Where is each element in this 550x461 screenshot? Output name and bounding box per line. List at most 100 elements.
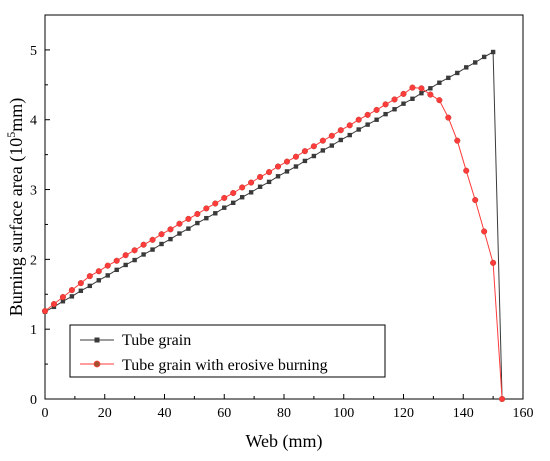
series-0-point (410, 96, 415, 101)
series-1-point (257, 173, 264, 181)
series-0-point (446, 75, 451, 81)
series-0-point (356, 127, 361, 132)
series-1-point (373, 106, 380, 114)
series-0-point (105, 273, 110, 278)
series-0-point (132, 257, 137, 263)
series-1-point (409, 84, 416, 91)
series-1-point (95, 268, 102, 275)
series-0-point (168, 236, 173, 242)
series-0-point (257, 184, 263, 189)
series-0-point (87, 283, 93, 289)
series-1-point (472, 196, 479, 204)
x-tick-label: 100 (333, 406, 354, 421)
series-1-point (122, 252, 129, 259)
series-0-point (473, 60, 478, 65)
x-tick-label: 140 (453, 406, 474, 421)
series-0-point (114, 267, 119, 273)
series-1-point (158, 231, 165, 238)
x-axis-title: Web (mm) (245, 431, 322, 452)
series-0-point (60, 299, 66, 304)
series-1-point (194, 210, 201, 218)
series-1-point (355, 116, 362, 123)
y-axis-title-exponent: 5 (4, 132, 18, 138)
y-tick-label: 0 (30, 393, 37, 408)
x-tick-label: 20 (98, 406, 112, 421)
series-0-point (392, 107, 397, 112)
series-0-point (222, 205, 227, 210)
series-0-point (437, 80, 442, 85)
y-tick-label: 4 (30, 114, 37, 129)
series-1-point (463, 167, 470, 174)
series-1-point (221, 194, 228, 201)
y-tick-label: 2 (30, 253, 37, 268)
x-tick-label: 160 (513, 406, 534, 421)
series-1-point (490, 259, 497, 266)
series-0-point (159, 241, 164, 247)
series-1-point (310, 143, 317, 150)
series-1-point (149, 236, 156, 243)
series-0-point (383, 111, 388, 117)
series-0-point (275, 174, 281, 179)
series-1-point (364, 111, 371, 118)
series-layer (41, 49, 506, 403)
series-1-point (248, 179, 255, 186)
x-tick-label: 120 (393, 406, 414, 421)
series-0-point (150, 247, 155, 252)
series-1-point (337, 127, 344, 134)
legend-marker-erosive (93, 360, 101, 368)
x-tick-label: 80 (277, 406, 291, 421)
series-1-point (346, 122, 353, 129)
series-0-point (231, 200, 236, 206)
series-0-point (481, 54, 487, 60)
y-tick-label: 5 (30, 44, 37, 59)
series-0-point (320, 148, 326, 153)
y-tick-label: 3 (30, 184, 37, 199)
series-1-point (266, 169, 273, 176)
series-line-1 (44, 87, 503, 400)
series-1-point (167, 226, 174, 233)
series-1-point (59, 294, 66, 301)
y-axis-title-prefix: Burning surface area (10 (6, 138, 27, 316)
y-tick-label: 1 (30, 323, 37, 338)
series-0-point (365, 122, 370, 127)
series-0-point (284, 169, 290, 174)
series-1-point (68, 287, 75, 294)
series-0-point (329, 143, 334, 148)
series-1-point (436, 97, 443, 104)
series-1-point (50, 300, 58, 308)
series-0-point (464, 65, 469, 70)
series-1-point (481, 228, 488, 235)
series-0-point (490, 49, 496, 55)
series-1-point (230, 189, 237, 197)
series-0-point (428, 86, 433, 91)
series-1-point (239, 184, 246, 191)
series-1-point (328, 132, 335, 139)
series-1-point (41, 307, 49, 315)
series-0-point (419, 90, 424, 96)
series-0-point (123, 262, 128, 268)
ticks: 0 20 40 60 80 100 120 140 160 0 1 2 3 4 5 (30, 14, 534, 421)
series-0-point (338, 137, 343, 143)
series-1-point (319, 137, 326, 144)
series-0-point (401, 101, 406, 106)
series-0-point (195, 220, 200, 226)
series-line-0 (44, 51, 503, 400)
series-0-point (248, 190, 254, 195)
series-1-point (77, 280, 84, 287)
series-0-point (78, 288, 84, 293)
y-axis-title: Burning surface area (105mm) (4, 98, 27, 316)
series-1-point (131, 247, 138, 254)
series-1-point (301, 148, 308, 155)
series-1-point (86, 273, 93, 280)
series-0-point (374, 117, 379, 122)
series-0-point (302, 158, 308, 164)
series-0-point (141, 252, 146, 257)
series-1-point (140, 241, 147, 248)
series-0-point (311, 153, 317, 159)
legend-marker-tube-grain (94, 337, 100, 343)
series-0-point (347, 132, 352, 138)
legend: Tube grain Tube grain with erosive burni… (69, 324, 386, 378)
series-1-point (113, 257, 120, 264)
x-tick-label: 0 (42, 406, 49, 421)
